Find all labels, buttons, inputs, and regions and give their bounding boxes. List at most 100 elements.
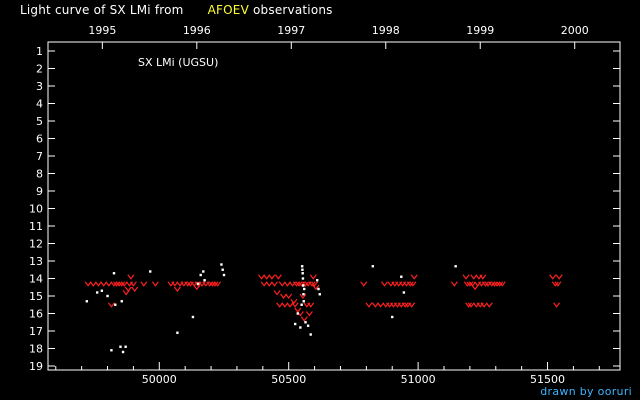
- observation-point: [176, 331, 179, 334]
- year-tick-label: 2000: [561, 24, 589, 37]
- title-suffix: observations: [253, 3, 333, 17]
- year-tick-label: 1999: [466, 24, 494, 37]
- fainter-than-mark: [409, 281, 417, 287]
- fainter-than-mark: [365, 302, 373, 308]
- chart-title: Light curve of SX LMi from AFOEV observa…: [20, 3, 333, 17]
- y-tick-label: 6: [36, 133, 43, 146]
- observation-point: [191, 315, 195, 319]
- fainter-than-mark: [273, 290, 281, 296]
- year-tick-label: 1996: [183, 24, 211, 37]
- fainter-than-mark: [206, 281, 214, 287]
- fainter-than-mark: [465, 302, 473, 308]
- fainter-than-mark: [309, 274, 317, 280]
- fainter-than-mark: [193, 284, 201, 291]
- fainter-than-mark: [480, 302, 488, 308]
- observation-point: [302, 293, 305, 296]
- y-tick-label: 16: [29, 308, 43, 321]
- fainter-than-mark: [295, 281, 303, 287]
- fainter-than-mark: [312, 284, 320, 291]
- fainter-than-mark: [89, 281, 97, 287]
- fainter-than-mark: [555, 274, 563, 280]
- fainter-than-mark: [549, 274, 557, 280]
- x-tick-label: 50500: [271, 373, 306, 386]
- fainter-than-mark: [140, 281, 148, 287]
- x-tick-label: 51000: [401, 373, 436, 386]
- x-tick-label: 50000: [142, 373, 177, 386]
- y-tick-label: 9: [36, 185, 43, 198]
- y-tick-label: 1: [36, 45, 43, 58]
- fainter-than-mark: [450, 281, 458, 287]
- y-tick-label: 10: [29, 203, 43, 216]
- observation-point: [318, 293, 321, 296]
- title-prefix: Light curve of SX LMi from: [20, 3, 184, 17]
- observation-point: [222, 273, 226, 277]
- title-source: AFOEV: [207, 3, 249, 17]
- credit-label: drawn by ooruri: [540, 385, 632, 398]
- fainter-than-mark: [470, 274, 478, 280]
- fainter-than-mark: [270, 281, 278, 287]
- y-tick-label: 17: [29, 325, 43, 338]
- observation-point: [301, 277, 305, 280]
- observation-point: [124, 345, 127, 348]
- fainter-than-mark: [110, 281, 118, 287]
- fainter-than-mark: [281, 302, 289, 308]
- fainter-than-mark: [127, 274, 135, 280]
- observation-point: [85, 300, 89, 303]
- fainter-than-mark: [308, 281, 316, 287]
- y-tick-label: 3: [36, 80, 43, 93]
- observation-point: [106, 294, 109, 298]
- fainter-than-mark: [120, 281, 128, 287]
- observation-point: [120, 300, 123, 303]
- y-tick-label: 15: [29, 290, 43, 303]
- fainter-than-mark: [360, 281, 368, 287]
- fainter-than-mark: [105, 281, 113, 287]
- fainter-than-mark: [107, 302, 115, 308]
- fainter-than-mark: [551, 281, 559, 287]
- y-tick-label: 11: [29, 220, 43, 233]
- observation-point: [301, 268, 304, 271]
- fainter-than-mark: [377, 302, 385, 308]
- fainter-than-mark: [214, 281, 222, 287]
- fainter-than-mark: [410, 274, 418, 280]
- fainter-than-mark: [463, 281, 471, 287]
- year-tick-label: 1998: [372, 24, 400, 37]
- observation-point: [400, 275, 403, 278]
- fainter-than-mark: [401, 302, 409, 308]
- fainter-than-mark: [124, 286, 132, 292]
- observation-point: [371, 265, 375, 268]
- observation-point: [149, 270, 152, 273]
- observation-point: [300, 303, 303, 306]
- plot-frame: [47, 41, 621, 371]
- fainter-than-mark: [208, 281, 216, 287]
- fainter-than-mark: [173, 286, 181, 292]
- fainter-than-mark: [131, 286, 139, 292]
- fainter-than-mark: [485, 302, 493, 308]
- fainter-than-mark: [280, 293, 288, 299]
- fainter-than-mark: [488, 281, 496, 287]
- fainter-than-mark: [94, 281, 102, 287]
- y-tick-label: 14: [29, 273, 43, 286]
- observation-point: [100, 289, 104, 292]
- fainter-than-mark: [481, 281, 489, 287]
- fainter-than-mark: [406, 281, 414, 287]
- fainter-than-mark: [471, 284, 479, 291]
- fainter-than-mark: [498, 281, 506, 287]
- observation-point: [301, 272, 304, 275]
- observation-point: [199, 273, 202, 277]
- fainter-than-mark: [258, 274, 266, 280]
- fainter-than-mark: [268, 274, 276, 280]
- fainter-than-mark: [100, 281, 108, 287]
- y-tick-label: 18: [29, 343, 43, 356]
- y-tick-label: 13: [29, 255, 43, 268]
- fainter-than-mark: [305, 311, 313, 317]
- fainter-than-mark: [479, 274, 487, 280]
- fainter-than-mark: [302, 281, 310, 287]
- observation-point: [300, 265, 304, 268]
- fainter-than-mark: [151, 281, 159, 287]
- observation-point: [304, 321, 307, 324]
- observation-point: [121, 350, 125, 354]
- observation-point: [302, 284, 305, 287]
- fainter-than-mark: [311, 281, 319, 287]
